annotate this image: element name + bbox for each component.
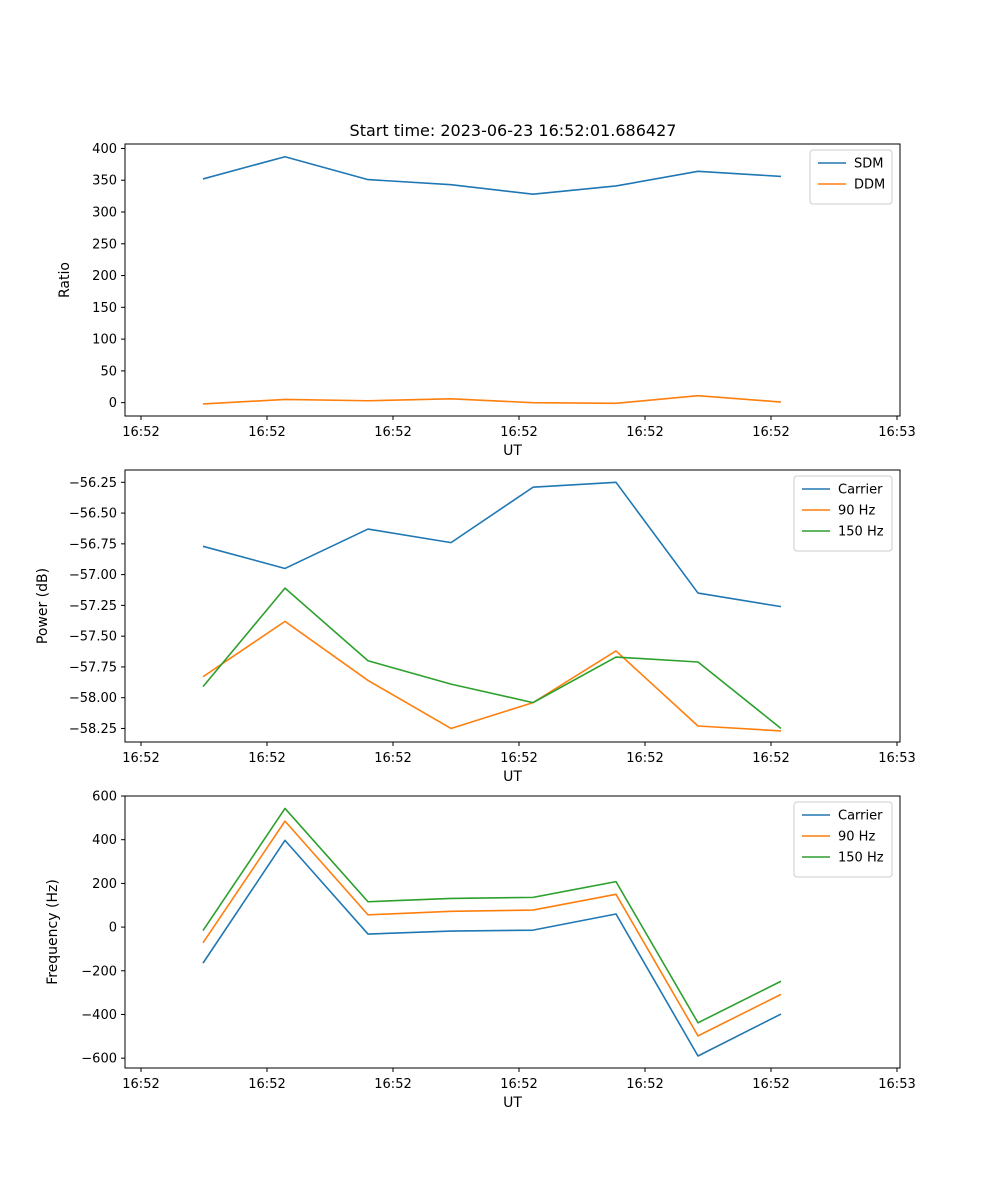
legend: SDM DDM [809, 149, 893, 205]
legend-entry-label: 90 Hz [838, 504, 875, 519]
series-line-90-hz [202, 820, 782, 1037]
y-tick-label: −57.00 [69, 568, 117, 583]
y-tick-label: 0 [109, 921, 117, 936]
legend: Carrier 90 Hz 150 Hz [793, 475, 893, 552]
legend-entry-label: Carrier [838, 483, 883, 498]
x-tick-label: 16:52 [122, 751, 159, 766]
x-tick-label: 16:52 [500, 425, 537, 440]
axes-frame [124, 795, 901, 1069]
series-line-150-hz [202, 807, 782, 1024]
legend-entry-label: SDM [854, 157, 883, 172]
x-tick-label: 16:53 [878, 425, 915, 440]
figure-title: Start time: 2023-06-23 16:52:01.686427 [350, 121, 677, 140]
x-tick-label: 16:52 [626, 425, 663, 440]
series-line-90-hz [202, 620, 782, 732]
y-tick-label: 350 [92, 174, 117, 189]
series-line-carrier [202, 839, 782, 1057]
legend-entry-label: 90 Hz [838, 830, 875, 845]
x-tick-label: 16:53 [878, 751, 915, 766]
y-tick-label: −58.00 [69, 691, 117, 706]
y-tick-label: 50 [100, 364, 117, 379]
legend: Carrier 90 Hz 150 Hz [793, 801, 893, 878]
legend-entry-label: DDM [854, 178, 885, 193]
chart-panel-2: 16:52 16:52 16:52 16:52 16:52 16:52 16:53 −58.2… [35, 469, 916, 785]
x-tick-label: 16:52 [626, 1077, 663, 1092]
x-tick-label: 16:52 [122, 1077, 159, 1092]
y-tick-label: −57.25 [69, 599, 117, 614]
legend-box [793, 475, 893, 552]
x-tick-label: 16:52 [248, 425, 285, 440]
x-tick-label: 16:52 [374, 425, 411, 440]
legend-entry-label: 150 Hz [838, 525, 884, 540]
y-axis-label: Power (dB) [35, 568, 51, 644]
y-tick-label: −56.50 [69, 507, 117, 522]
series-line-sdm [202, 155, 782, 196]
x-tick-label: 16:52 [122, 425, 159, 440]
y-tick-label: 300 [92, 206, 117, 221]
legend-entry-label: 150 Hz [838, 851, 884, 866]
y-tick-label: 600 [92, 790, 117, 805]
series-line-carrier [202, 481, 782, 608]
y-tick-label: −57.75 [69, 660, 117, 675]
y-axis-label: Frequency (Hz) [45, 879, 61, 985]
x-tick-label: 16:52 [248, 1077, 285, 1092]
y-tick-label: −600 [81, 1052, 117, 1067]
axes-frame [124, 469, 901, 743]
y-tick-label: −57.50 [69, 630, 117, 645]
x-tick-label: 16:52 [752, 425, 789, 440]
y-tick-label: 400 [92, 142, 117, 157]
y-tick-label: −56.75 [69, 537, 117, 552]
x-tick-label: 16:52 [374, 751, 411, 766]
x-tick-label: 16:52 [248, 751, 285, 766]
x-tick-label: 16:53 [878, 1077, 915, 1092]
axes-frame [124, 143, 901, 417]
x-tick-label: 16:52 [500, 1077, 537, 1092]
y-tick-label: 100 [92, 333, 117, 348]
x-tick-label: 16:52 [374, 1077, 411, 1092]
y-tick-label: −200 [81, 964, 117, 979]
x-axis-label: UT [503, 443, 522, 459]
x-tick-label: 16:52 [500, 751, 537, 766]
x-tick-label: 16:52 [752, 1077, 789, 1092]
legend-entry-label: Carrier [838, 809, 883, 824]
y-axis-label: Ratio [57, 262, 73, 298]
legend-box [793, 801, 893, 878]
y-tick-label: 250 [92, 237, 117, 252]
y-tick-label: −400 [81, 1008, 117, 1023]
series-line-150-hz [202, 587, 782, 730]
series-line-ddm [202, 394, 782, 405]
y-tick-label: 0 [109, 396, 117, 411]
x-axis-label: UT [503, 769, 522, 785]
y-tick-label: −58.25 [69, 722, 117, 737]
panels: 16:52 16:52 16:52 16:52 16:52 16:52 16:53 0 50 10… [35, 142, 916, 1111]
chart-panel-1: 16:52 16:52 16:52 16:52 16:52 16:52 16:53 0 50 10… [57, 142, 916, 459]
x-tick-label: 16:52 [626, 751, 663, 766]
y-tick-label: 200 [92, 877, 117, 892]
y-tick-label: 150 [92, 301, 117, 316]
x-tick-label: 16:52 [752, 751, 789, 766]
chart-panel-3: 16:52 16:52 16:52 16:52 16:52 16:52 16:53 −600 −… [45, 790, 916, 1112]
x-axis-label: UT [503, 1095, 522, 1111]
y-tick-label: 200 [92, 269, 117, 284]
y-tick-label: −56.25 [69, 476, 117, 491]
y-tick-label: 400 [92, 833, 117, 848]
